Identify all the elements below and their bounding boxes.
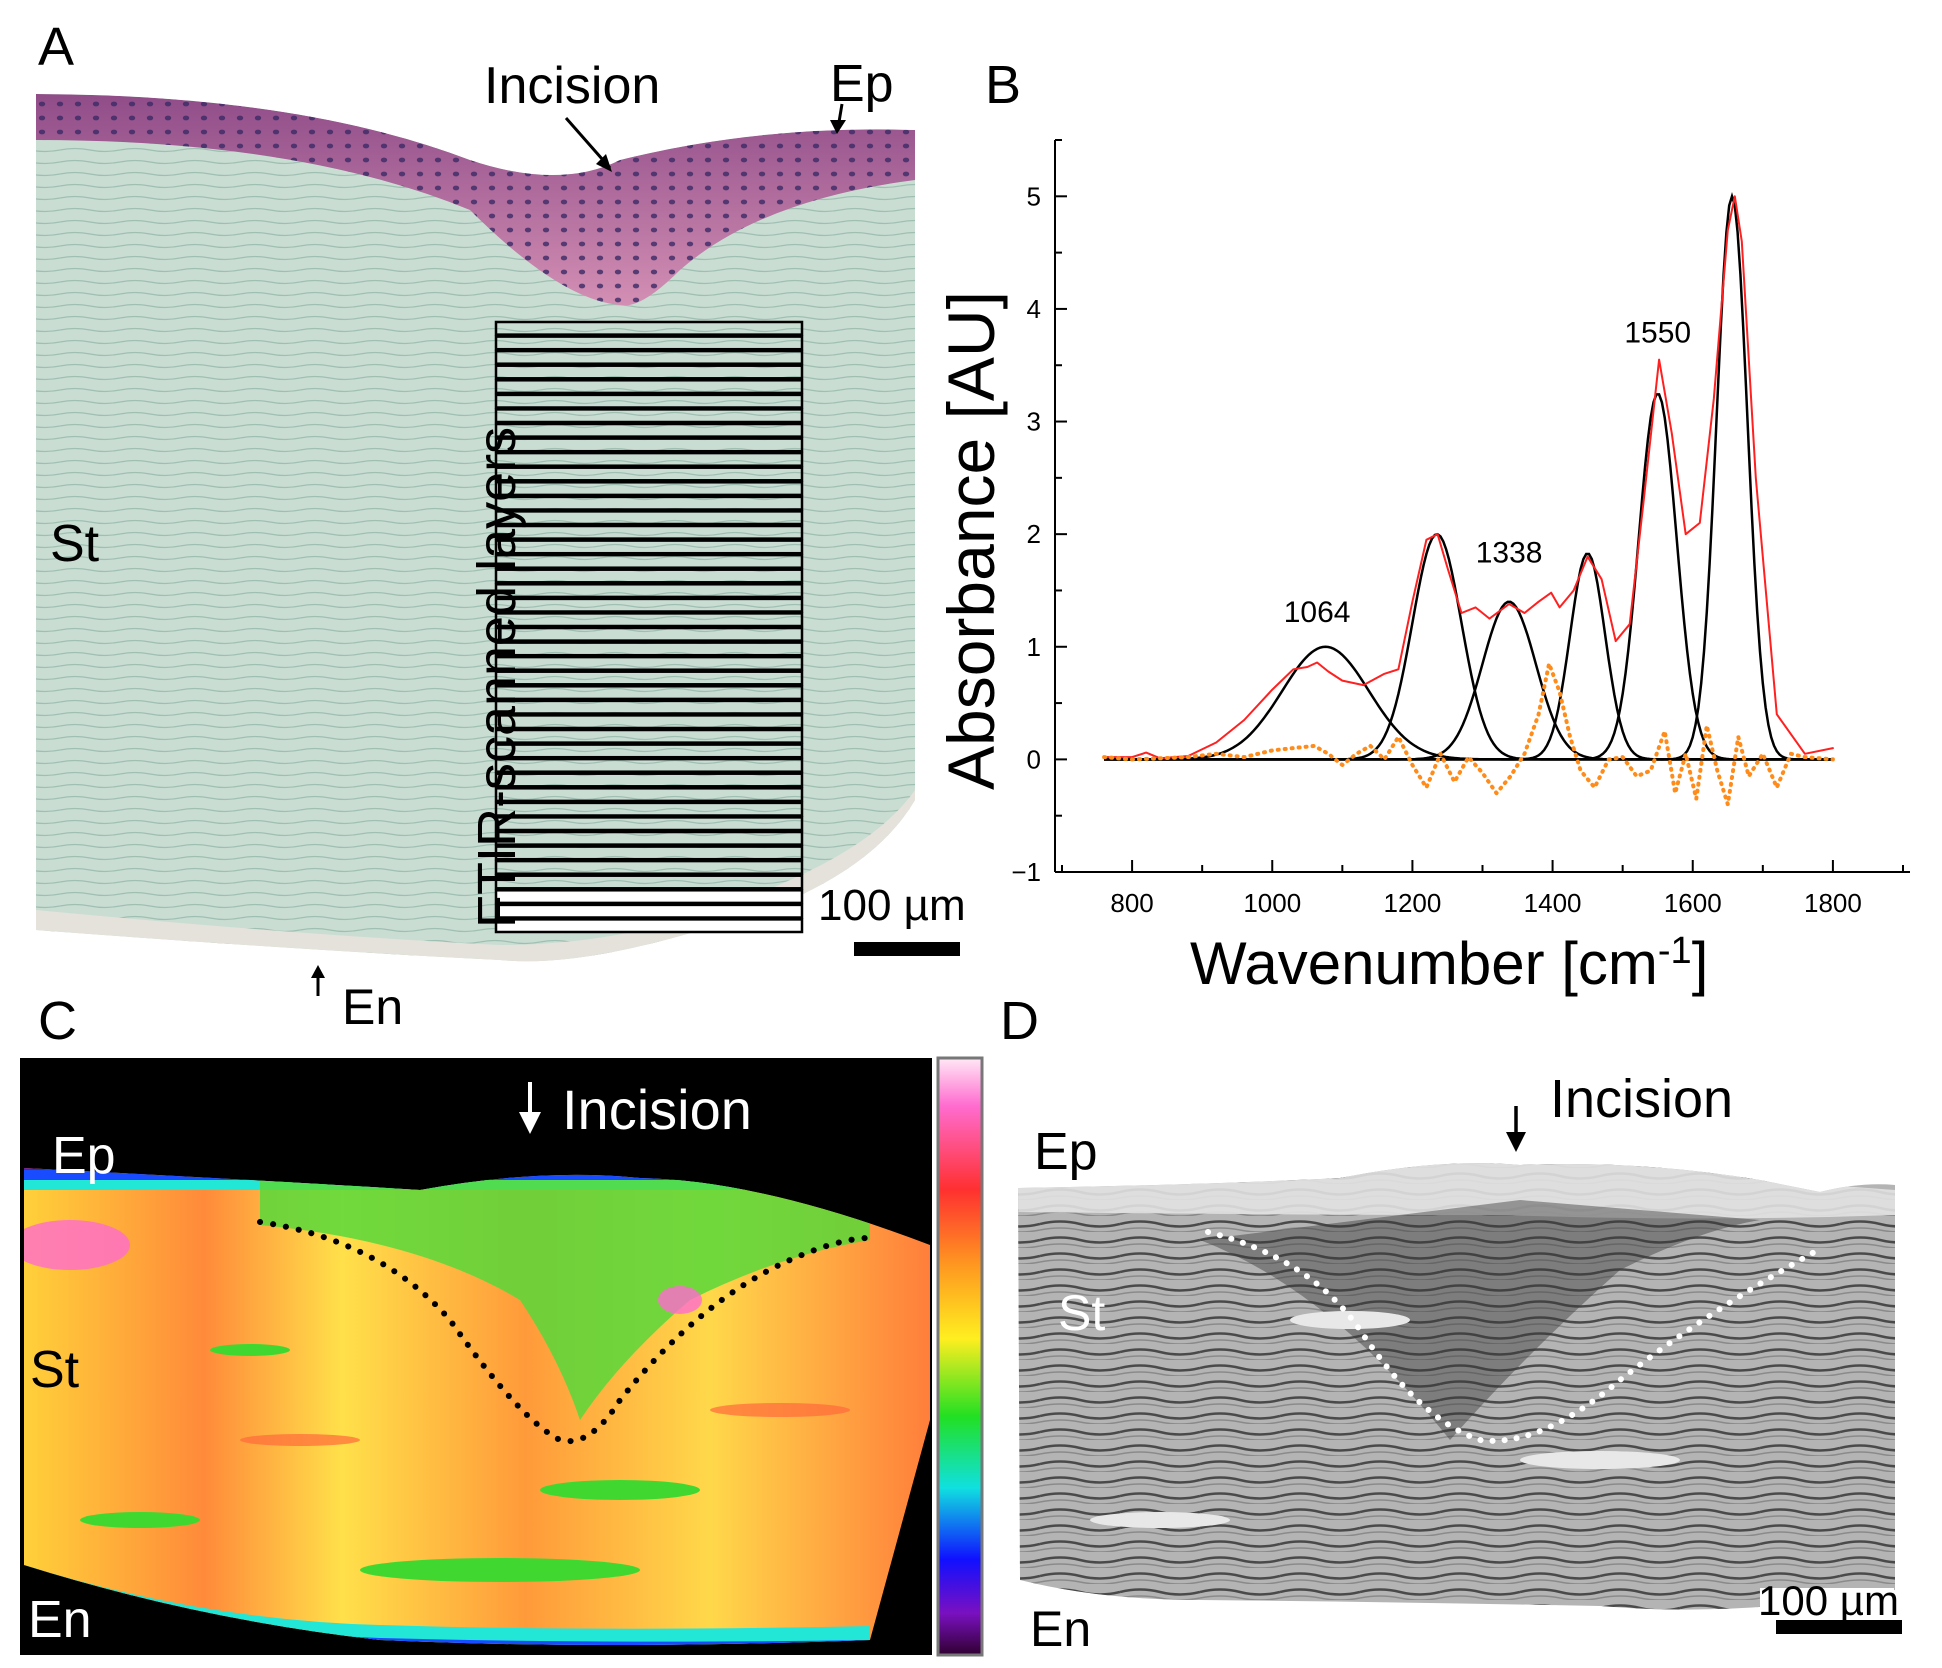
scan-layer-rect bbox=[494, 685, 804, 701]
panel-a-letter: A bbox=[38, 17, 75, 77]
chart-measured-spectrum-line bbox=[1103, 195, 1834, 760]
scan-layer-rect bbox=[494, 466, 804, 482]
chart-x-tick-label: 800 bbox=[1110, 888, 1153, 918]
ep-arrow-a-head bbox=[830, 120, 846, 134]
scan-layer-rect bbox=[494, 772, 804, 788]
scan-layer-rect bbox=[494, 816, 804, 832]
chart-x-tick-label: 1400 bbox=[1524, 888, 1582, 918]
panel-c-color-scale bbox=[936, 1056, 984, 1657]
chart-y-tick-label: 4 bbox=[1027, 294, 1041, 324]
scan-layer-rect bbox=[494, 655, 804, 671]
en-arrow-a-head bbox=[311, 965, 325, 978]
scan-layer-rect bbox=[494, 539, 804, 555]
chart-y-tick-label: 3 bbox=[1027, 407, 1041, 437]
panel-d-st-label: St bbox=[1058, 1285, 1106, 1341]
chart-x-axis-label-end: ] bbox=[1691, 930, 1709, 997]
scan-layer-rect bbox=[494, 553, 804, 569]
scan-layer-rect bbox=[494, 801, 804, 817]
chart-x-tick-label: 1000 bbox=[1243, 888, 1301, 918]
scan-layer-rect bbox=[494, 918, 804, 934]
panel-d-en-label: En bbox=[1030, 1601, 1092, 1657]
chart-x-tick-label: 1200 bbox=[1383, 888, 1441, 918]
panel-d-scalebar bbox=[1776, 1620, 1902, 1634]
scan-layer-rect bbox=[494, 335, 804, 351]
scan-layer-rect bbox=[494, 597, 804, 613]
scan-layer-rect bbox=[494, 481, 804, 497]
chart-x-axis-label: Wavenumber [cm-1] bbox=[1190, 932, 1708, 994]
panel-c-incision-outline bbox=[257, 1219, 873, 1445]
panel-d-incision-label: Incision bbox=[1550, 1069, 1734, 1129]
panel-a-ep-label: Ep bbox=[830, 55, 894, 113]
panel-c-incision-label: Incision bbox=[562, 1078, 752, 1141]
scan-layer-rect bbox=[494, 379, 804, 395]
scan-layer-rect bbox=[494, 612, 804, 628]
panel-c-ep-label: Ep bbox=[52, 1127, 116, 1185]
scan-layer-rect bbox=[494, 437, 804, 453]
scan-layer-rect bbox=[494, 364, 804, 380]
chart-peak-annotation: 1064 bbox=[1284, 596, 1351, 629]
scan-layer-rect bbox=[494, 859, 804, 875]
panel-d-letter: D bbox=[1000, 991, 1039, 1051]
scan-layer-rect bbox=[494, 699, 804, 715]
chart-x-axis-label-sup: -1 bbox=[1657, 930, 1692, 972]
scan-layer-rect bbox=[494, 422, 804, 438]
chart-y-tick-label: 5 bbox=[1027, 181, 1041, 211]
scan-layer-rect bbox=[494, 641, 804, 657]
chart-residual-line bbox=[1102, 661, 1835, 807]
scan-layer-rect bbox=[494, 874, 804, 890]
scan-layer-rect bbox=[494, 393, 804, 409]
scan-layer-rect bbox=[494, 714, 804, 730]
panel-a-scalebar bbox=[854, 942, 960, 956]
chart-y-tick-label: 0 bbox=[1027, 744, 1041, 774]
ftir-scan-layer-grid bbox=[494, 320, 804, 934]
chart-peak-annotation: 1338 bbox=[1476, 536, 1543, 569]
scan-layer-rect bbox=[494, 408, 804, 424]
panel-c-st-label: St bbox=[30, 1341, 80, 1399]
chart-x-tick-label: 1800 bbox=[1804, 888, 1862, 918]
scan-layer-rect bbox=[494, 845, 804, 861]
scan-layer-rect bbox=[494, 583, 804, 599]
chart-x-tick-label: 1600 bbox=[1664, 888, 1722, 918]
chart-y-tick-label: −1 bbox=[1011, 857, 1041, 887]
chart-x-axis-label-main: Wavenumber [cm bbox=[1190, 930, 1658, 997]
panel-a-scalebar-label: 100 µm bbox=[818, 881, 966, 930]
scan-layer-rect bbox=[494, 903, 804, 919]
scan-layer-rect bbox=[494, 451, 804, 467]
scan-layer-rect bbox=[494, 568, 804, 584]
scan-layer-rect bbox=[494, 510, 804, 526]
panel-d-ep-label: Ep bbox=[1034, 1123, 1098, 1181]
panel-a-en-label: En bbox=[342, 979, 404, 1035]
scan-layer-rect bbox=[494, 524, 804, 540]
scan-layer-rect bbox=[494, 728, 804, 744]
scan-layer-rect bbox=[494, 349, 804, 365]
panel-a-st-label: St bbox=[50, 515, 100, 573]
panel-c-en-label: En bbox=[28, 1591, 92, 1649]
scan-layer-rect bbox=[494, 787, 804, 803]
incision-arrow-d-head bbox=[1506, 1132, 1526, 1152]
scan-layer-rect bbox=[494, 670, 804, 686]
incision-arrow-a-head bbox=[596, 154, 612, 172]
chart-peak-annotation: 1550 bbox=[1624, 317, 1691, 350]
panel-d-scalebar-label: 100 µm bbox=[1758, 1577, 1899, 1624]
panel-b-letter: B bbox=[985, 55, 1022, 115]
scan-layer-rect bbox=[494, 757, 804, 773]
scan-layer-rect bbox=[494, 830, 804, 846]
chart-y-tick-label: 2 bbox=[1027, 519, 1041, 549]
panel-a-incision-label: Incision bbox=[484, 57, 661, 115]
scan-layer-rect bbox=[494, 743, 804, 759]
chart-y-tick-label: 1 bbox=[1027, 632, 1041, 662]
scan-layer-rect bbox=[494, 320, 804, 336]
panel-c-letter: C bbox=[38, 991, 77, 1051]
scan-layer-rect bbox=[494, 889, 804, 905]
scan-layer-rect bbox=[494, 495, 804, 511]
scan-layer-rect bbox=[494, 626, 804, 642]
panel-d-incision-outline bbox=[1205, 1229, 1821, 1444]
incision-arrow-c-head bbox=[519, 1112, 541, 1134]
